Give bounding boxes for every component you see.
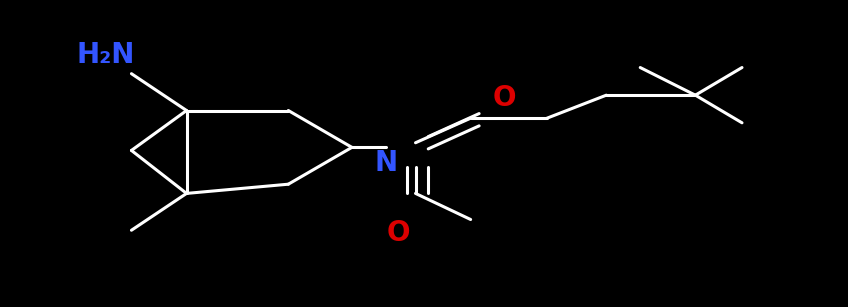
Text: O: O	[387, 219, 410, 247]
Text: N: N	[374, 149, 398, 177]
Text: H₂N: H₂N	[76, 41, 135, 69]
Text: O: O	[493, 84, 516, 112]
